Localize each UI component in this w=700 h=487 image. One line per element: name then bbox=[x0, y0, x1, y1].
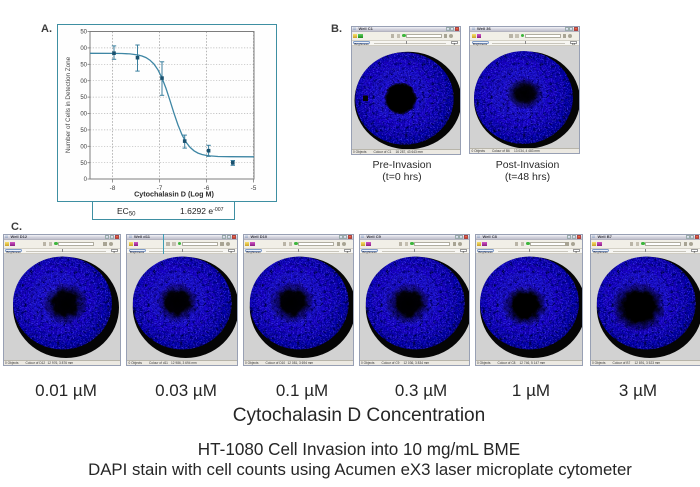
svg-text:-8: -8 bbox=[110, 185, 116, 192]
svg-text:-6: -6 bbox=[204, 185, 210, 192]
svg-text:-7: -7 bbox=[157, 185, 163, 192]
svg-text:50: 50 bbox=[80, 161, 87, 167]
svg-text:00: 00 bbox=[80, 46, 87, 52]
svg-text:-5: -5 bbox=[251, 185, 257, 192]
svg-text:Cytochalasin D (Log M): Cytochalasin D (Log M) bbox=[134, 190, 214, 199]
svg-text:00: 00 bbox=[80, 79, 87, 85]
svg-text:50: 50 bbox=[80, 95, 87, 101]
svg-text:50: 50 bbox=[80, 128, 87, 134]
svg-text:Number of Cells in Detection Z: Number of Cells in Detection Zone bbox=[65, 56, 72, 153]
svg-text:50: 50 bbox=[80, 62, 87, 68]
svg-text:0: 0 bbox=[84, 177, 88, 183]
svg-text:00: 00 bbox=[80, 112, 87, 118]
svg-text:50: 50 bbox=[80, 30, 87, 36]
svg-text:00: 00 bbox=[80, 144, 87, 150]
